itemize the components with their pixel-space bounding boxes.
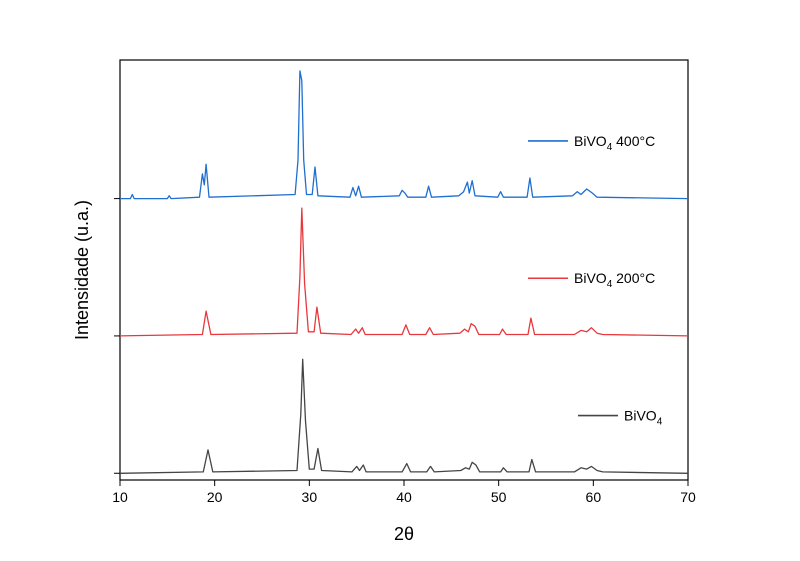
series-line-0 (119, 358, 689, 474)
x-axis-label: 2θ (394, 524, 414, 544)
x-tick-label-2: 30 (302, 489, 318, 505)
x-tick-label-6: 70 (680, 489, 696, 505)
x-tick-label-3: 40 (396, 489, 412, 505)
legend-label-2: BiVO4 400°C (574, 133, 655, 153)
x-tick-label-0: 10 (112, 489, 128, 505)
x-tick-label-5: 60 (586, 489, 602, 505)
legend-label-1: BiVO4 200°C (574, 270, 655, 290)
x-tick-label-4: 50 (491, 489, 507, 505)
x-axis: 10 20 30 40 50 60 70 (112, 480, 696, 505)
legend-label-0: BiVO4 (624, 408, 663, 428)
series-line-1 (119, 207, 689, 337)
legend: BiVO4 BiVO4 200°C BiVO4 400°C (528, 133, 663, 428)
y-axis (114, 198, 120, 474)
x-tick-label-1: 20 (207, 489, 223, 505)
y-axis-label: Intensidade (u.a.) (72, 200, 92, 340)
series-layer (119, 70, 689, 474)
series-line-2 (120, 70, 689, 200)
